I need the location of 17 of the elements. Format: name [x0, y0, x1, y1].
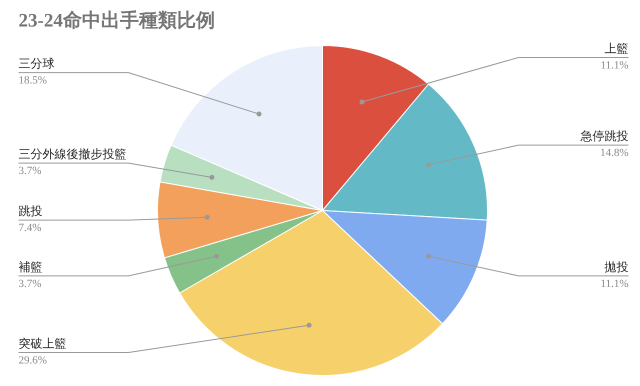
slice-label: 跳投: [18, 204, 42, 218]
slice-label: 突破上籃: [18, 336, 66, 350]
data-label: 18.5%: [18, 74, 47, 87]
slice-label: 拋投: [604, 260, 628, 274]
slice-label: 三分外線後撤步投籃: [18, 147, 126, 162]
data-label: 3.7%: [18, 278, 42, 290]
data-label: 7.4%: [18, 222, 42, 234]
chart-title: 23-24命中出手種類比例: [18, 10, 215, 32]
data-label: 11.1%: [600, 60, 629, 72]
data-label: 14.8%: [600, 147, 629, 160]
slice-label: 上籃: [604, 42, 628, 56]
data-label: 29.6%: [18, 354, 47, 366]
slice-label: 補籃: [18, 260, 42, 274]
data-label: 3.7%: [18, 165, 42, 178]
slice-label: 三分球: [18, 56, 54, 71]
data-label: 11.1%: [600, 278, 629, 290]
slice-label: 急停跳投: [580, 129, 628, 144]
